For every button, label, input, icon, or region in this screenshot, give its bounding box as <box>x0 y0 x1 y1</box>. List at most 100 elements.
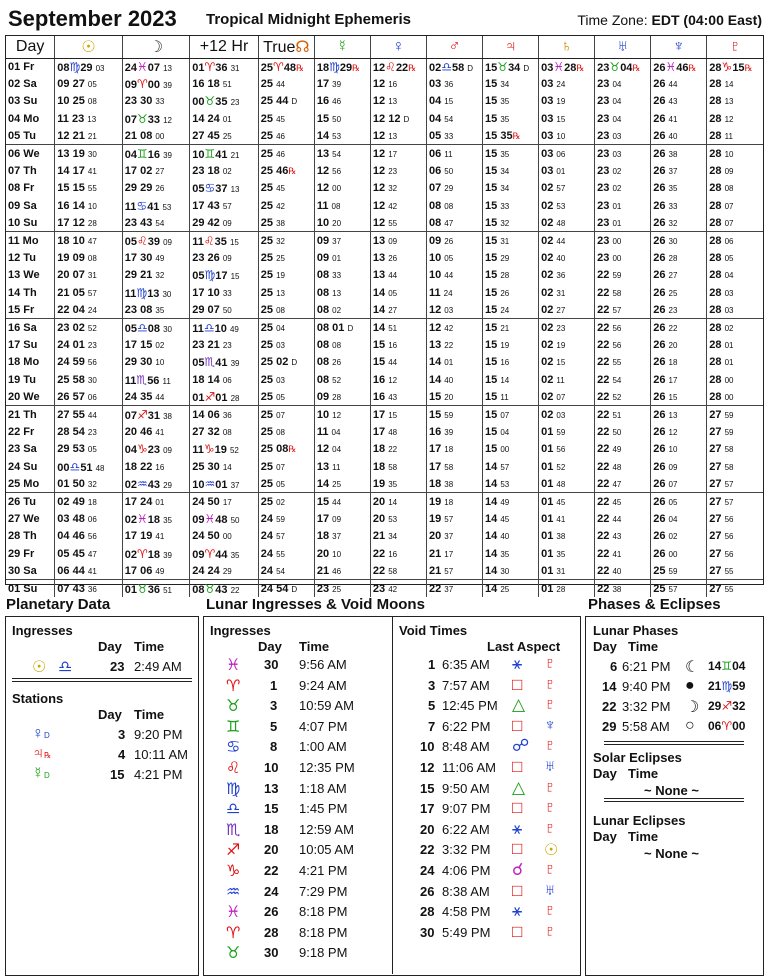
position-cell: 15 35 <box>482 92 540 111</box>
position-cell: 11♎10 49 <box>189 318 259 337</box>
position-cell: 02 44 <box>538 231 596 250</box>
position-cell: 15 34 <box>482 179 540 198</box>
position-cell: 26 18 <box>650 353 708 372</box>
day-cell: 18 Mo <box>6 353 56 372</box>
position-cell: 26 37 <box>650 162 708 180</box>
void-day: 12 <box>420 760 435 775</box>
position-cell: 05♋37 13 <box>189 179 259 198</box>
position-cell: 18♍29℞ <box>314 58 371 76</box>
position-cell: 28 07 <box>709 199 734 212</box>
void-day: 3 <box>428 677 436 693</box>
position-cell: 25 57 <box>650 579 708 598</box>
position-cell: 25 07 <box>258 457 315 476</box>
position-cell: 18 22 <box>370 440 427 458</box>
position-cell: 26 25 <box>650 284 708 302</box>
ingress-day: 18 <box>264 821 279 837</box>
position-cell: 09♓48 50 <box>189 510 259 528</box>
position-cell: 22 55 <box>594 353 652 372</box>
ingress-time: 9:56 AM <box>299 657 347 672</box>
position-cell: 15 19 <box>482 336 540 354</box>
column-header: ♀ <box>370 36 427 59</box>
day-cell: 01 Fr <box>6 58 56 76</box>
position-cell: 17 06 49 <box>122 562 191 581</box>
position-cell: 06 11 <box>426 144 484 163</box>
position-cell: 02 07 <box>538 388 596 407</box>
void-time: 9:50 AM <box>442 780 490 796</box>
position-cell: 02 11 <box>538 371 596 389</box>
position-cell: 25 30 14 <box>189 457 259 476</box>
aspect-icon: △ <box>512 695 526 715</box>
position-cell: 03 48 06 <box>54 510 123 528</box>
void-day: 5 <box>428 698 436 714</box>
ephemeris-row: 14 Th 21 05 57 11♍13 30 17 10 33 25 13 08 13 1… <box>6 284 763 302</box>
position-cell: 26 41 <box>650 110 708 128</box>
planet-glyph-icon: ♂ <box>448 37 461 55</box>
phase-time: 6:21 PM <box>622 659 671 674</box>
position-cell: 23 42 <box>370 579 427 598</box>
lunar-eclipses-label: Lunar Eclipses <box>593 813 686 828</box>
day-cell: 06 We <box>6 144 56 163</box>
ephemeris-row: 15 Fr 22 04 24 23 08 35 29 07 50 25 08 08 02 1… <box>6 301 763 320</box>
position-cell: 02 53 <box>538 197 596 215</box>
position-cell: 22 48 <box>594 457 652 476</box>
planet-glyph-icon: ☿ <box>336 37 349 55</box>
position-cell: 15 32 <box>482 214 540 233</box>
position-cell: 28 13 <box>709 95 734 108</box>
position-cell: 02 36 <box>538 266 596 285</box>
position-cell: 10 25 08 <box>54 92 123 111</box>
phase-day: 14 <box>602 679 617 694</box>
position-cell: 27 59 <box>709 408 734 421</box>
position-cell: 12♌22℞ <box>370 58 427 76</box>
position-cell: 27 58 <box>709 443 734 456</box>
void-time: 7:57 AM <box>442 677 490 693</box>
planet-glyph-icon: ☽ <box>148 38 164 56</box>
void-time: 8:38 AM <box>442 883 490 899</box>
position-cell: 05 33 <box>426 127 484 146</box>
zodiac-sign-icon: ♐ <box>226 842 241 860</box>
ephemeris-row: 11 Mo 18 10 47 05♌39 09 11♌35 15 25 32 09 37 1… <box>6 231 763 250</box>
position-cell: 23 08 35 <box>122 301 191 320</box>
column-header: ☽ <box>122 36 191 59</box>
position-cell: 14 01 <box>426 353 484 372</box>
position-cell: 26 28 <box>650 249 708 267</box>
position-cell: 02♒43 29 <box>122 475 191 494</box>
position-cell: 12 13 <box>370 92 427 111</box>
ephemeris-row: 30 Sa 06 44 41 17 06 49 24 24 29 24 54 21 46 2… <box>6 562 763 581</box>
ephemeris-row: 17 Su 24 01 23 17 15 02 23 21 23 25 03 08 08 1… <box>6 336 763 354</box>
phase-time: 5:58 AM <box>622 719 670 734</box>
page-header: September 2023 Tropical Midnight Ephemer… <box>8 6 762 32</box>
phases-time-header: Time <box>628 639 659 654</box>
position-cell: 01 52 <box>538 457 596 476</box>
position-cell: 26 40 <box>650 127 708 146</box>
station-time: 10:11 AM <box>134 747 188 762</box>
position-cell: 24 50 17 <box>189 492 259 511</box>
position-cell: 18 10 47 <box>54 231 123 250</box>
position-cell: 26 20 <box>650 336 708 354</box>
day-cell: 25 Mo <box>6 475 56 494</box>
position-cell: 25 59 <box>650 562 708 581</box>
void-time: 6:35 AM <box>442 657 490 672</box>
position-cell: 23 26 09 <box>189 249 259 267</box>
position-cell: 23 02 52 <box>54 318 123 337</box>
position-cell: 01♈36 31 <box>189 58 259 76</box>
phase-position: 29♐32 <box>708 699 746 713</box>
day-cell: 04 Mo <box>6 110 56 128</box>
position-cell: 17 58 <box>426 457 484 476</box>
position-cell: 23 00 <box>594 231 652 250</box>
void-day: 28 <box>420 904 435 920</box>
position-cell: 23 25 <box>314 579 371 598</box>
position-cell: 01 38 <box>538 527 596 545</box>
position-cell: 03 10 <box>538 127 596 146</box>
position-cell: 14 53 <box>482 475 540 494</box>
position-cell: 28 03 <box>706 301 763 320</box>
position-cell: 24 54 <box>258 562 315 581</box>
position-cell: 25♈48℞ <box>258 58 315 76</box>
position-cell: 14 05 <box>370 284 427 302</box>
position-cell: 20 14 <box>370 492 427 511</box>
aspect-icon: □ <box>512 715 523 735</box>
position-cell: 12 16 <box>370 75 427 93</box>
position-cell: 24 35 44 <box>122 388 191 407</box>
column-label: Day <box>15 37 45 55</box>
position-cell: 01♐01 28 <box>189 388 259 407</box>
position-cell: 12 21 21 <box>54 127 123 146</box>
